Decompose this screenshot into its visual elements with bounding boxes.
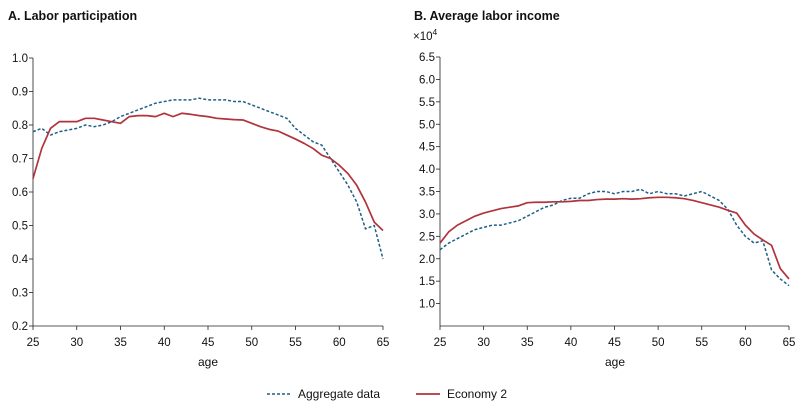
chart-a-economy-2-line [32,112,384,232]
chart-a-x-tick-label: 60 [333,337,346,349]
chart-b-y-tick-label: 2.0 [419,254,435,266]
chart-a-y-tick-label: 0.9 [12,87,28,99]
chart-b-ticks: 1.0 1.5 2.0 2.5 3.0 3.5 4.0 4.5 5.0 5.5 6.0 6.5 25 30… [419,52,795,349]
chart-a-y-tick-label: 0.6 [12,187,28,199]
chart-b-y-tick-label: 1.5 [419,276,435,288]
chart-b-x-tick-label: 30 [477,337,490,349]
chart-b-x-tick-label: 45 [608,337,621,349]
chart-a-x-tick-label: 65 [377,337,390,349]
chart-a-x-tick-label: 35 [114,337,127,349]
chart-a-x-tick-label: 40 [158,337,171,349]
chart-b-economy-2-line [439,196,790,280]
chart-a-x-tick-label: 50 [245,337,258,349]
chart-b-x-tick-label: 40 [564,337,577,349]
chart-b-y-tick-label: 4.5 [419,142,435,154]
chart-b-x-label: age [605,355,625,369]
chart-a-x-tick-label: 45 [202,337,215,349]
legend-aggregate-label: Aggregate data [298,387,380,401]
chart-a-x-label: age [198,355,218,369]
legend: Aggregate data Economy 2 [267,387,507,401]
chart-a-title: A. Labor participation [8,9,137,23]
chart-b-y-tick-label: 6.0 [419,74,435,86]
chart-b-x-tick-label: 55 [695,337,708,349]
chart-b-title: B. Average labor income [414,9,560,23]
chart-a-x-tick-label: 30 [70,337,83,349]
chart-b-exponent-label: ×104 [413,27,438,43]
chart-a-x-tick-label: 55 [289,337,302,349]
chart-a-y-tick-label: 0.2 [12,321,28,333]
chart-a-y-tick-label: 0.8 [12,120,28,132]
chart-a-y-tick-label: 0.4 [12,254,29,266]
chart-b-x-tick-label: 60 [739,337,752,349]
chart-a-ticks: 0.2 0.3 0.4 0.5 0.6 0.7 0.8 0.9 1.0 25 30 35 40 45 50 5… [12,53,389,349]
chart-b-y-tick-label: 5.5 [419,97,435,109]
chart-a-y-tick-label: 0.5 [12,221,28,233]
chart-b-y-tick-label: 3.0 [419,209,435,221]
chart-b-y-tick-label: 2.5 [419,231,435,243]
chart-b-y-tick-label: 3.5 [419,187,435,199]
chart-b-exponent-power: 4 [433,27,438,37]
panel-average-labor-income: B. Average labor income ×104 1.0 1.5 2.0 2.… [413,9,795,369]
chart-b-series [439,188,790,287]
chart-a-aggregate-data-line [32,97,384,260]
chart-b-y-tick-label: 4.0 [419,164,435,176]
chart-b-y-tick-label: 1.0 [419,299,435,311]
chart-b-x-tick-label: 35 [521,337,534,349]
chart-b-exponent-base: ×10 [413,31,433,43]
chart-a-y-tick-label: 0.7 [12,154,28,166]
chart-b-y-tick-label: 6.5 [419,52,435,64]
chart-a-series [32,97,384,260]
chart-a-y-tick-label: 1.0 [12,53,28,65]
chart-b-x-tick-label: 25 [434,337,447,349]
chart-b-aggregate-data-line [439,188,790,287]
chart-b-x-tick-label: 65 [783,337,796,349]
legend-economy-label: Economy 2 [447,387,507,401]
chart-a-x-tick-label: 25 [27,337,40,349]
chart-b-x-tick-label: 50 [652,337,665,349]
chart-a-y-tick-label: 0.3 [12,288,28,300]
chart-b-y-tick-label: 5.0 [419,119,435,131]
panel-labor-participation: A. Labor participation 0.20.30.40.50.60.… [8,9,389,369]
